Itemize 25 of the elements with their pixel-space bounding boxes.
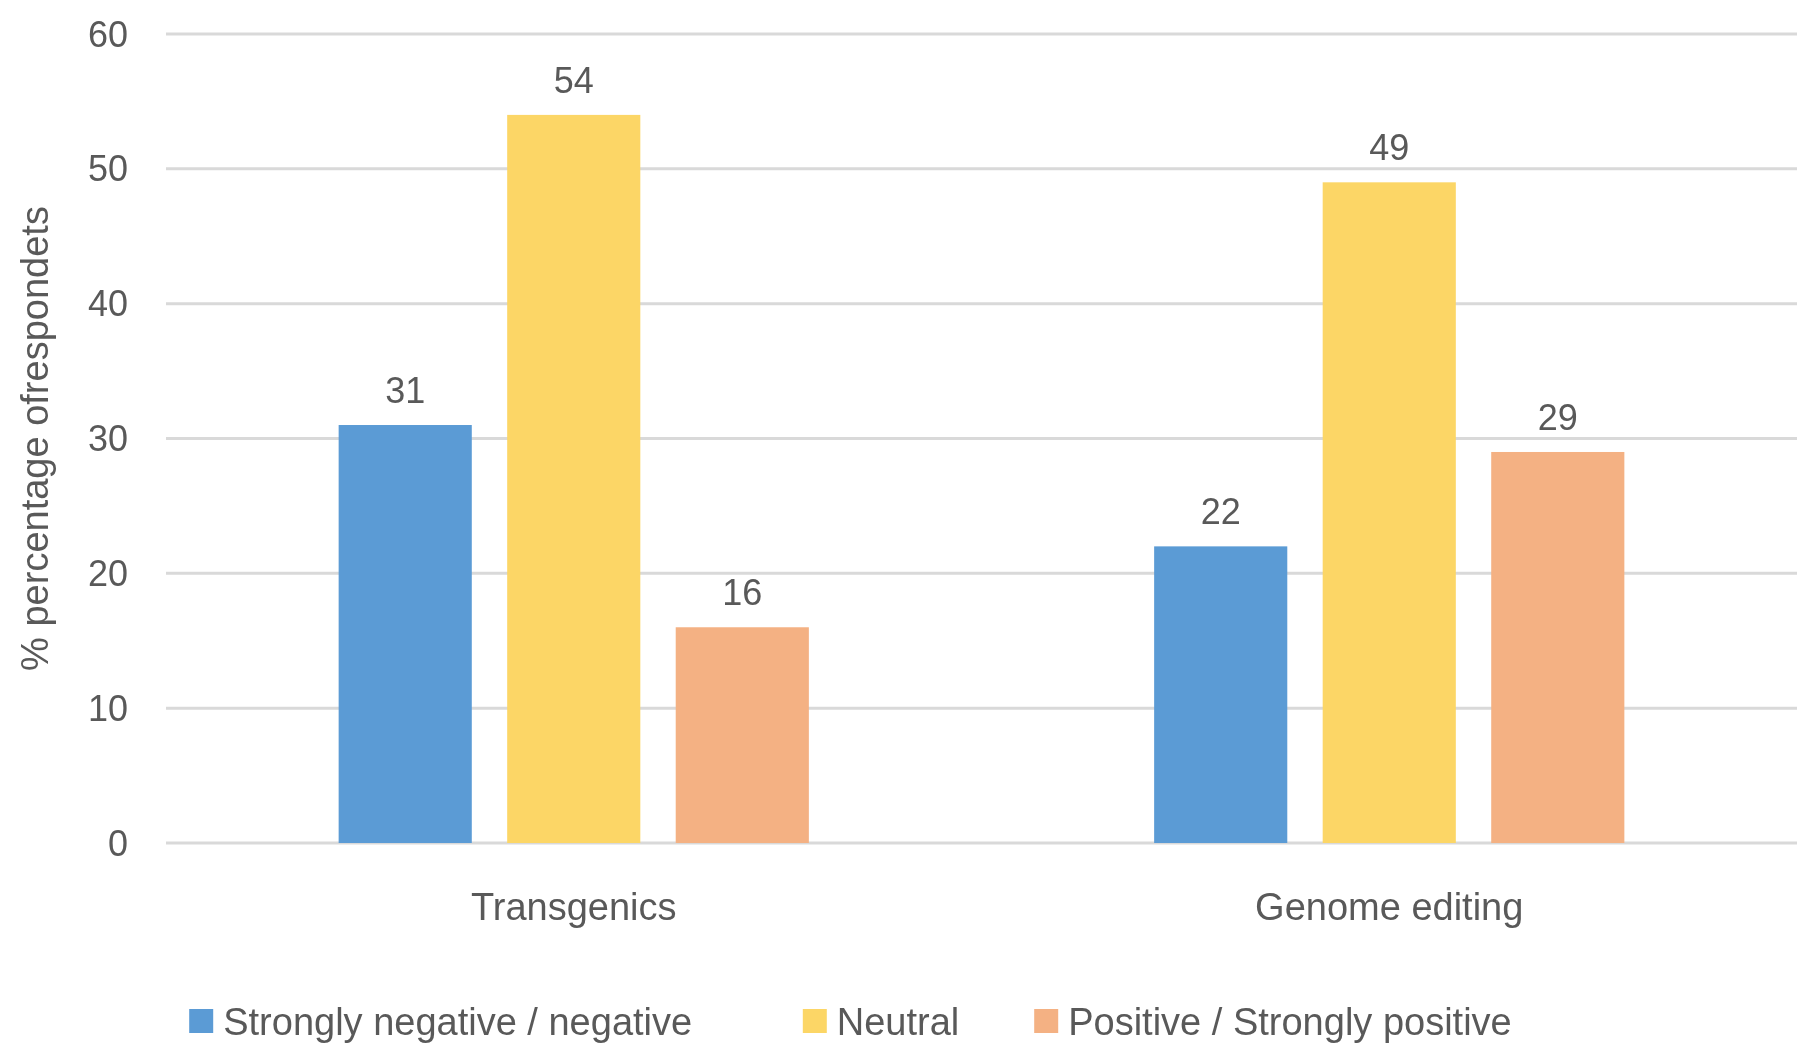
bar: [507, 114, 641, 843]
y-tick-label: 20: [87, 552, 128, 594]
y-tick-label: 30: [87, 418, 128, 460]
legend-label: Positive / Strongly positive: [1068, 1001, 1512, 1044]
bar: [1491, 451, 1625, 843]
data-label: 31: [385, 370, 426, 412]
bar: [338, 425, 472, 843]
data-label: 54: [553, 59, 594, 101]
bar: [1154, 546, 1288, 843]
data-label: 29: [1537, 396, 1578, 438]
x-tick-label: Genome editing: [1255, 886, 1524, 928]
legend-label: Strongly negative / negative: [223, 1001, 693, 1044]
y-tick-label: 0: [107, 822, 128, 864]
data-label: 49: [1369, 127, 1410, 169]
data-label: 22: [1200, 491, 1241, 533]
y-tick-label: 50: [87, 148, 128, 190]
x-tick-label: Transgenics: [470, 886, 677, 928]
y-tick-label: 40: [87, 283, 128, 325]
bar: [675, 627, 809, 843]
y-tick-label: 10: [87, 687, 128, 729]
legend-label: Neutral: [836, 1001, 960, 1044]
data-label: 16: [722, 572, 763, 614]
y-axis-title: % percentage ofrespondets: [14, 206, 56, 671]
bar: [1322, 182, 1456, 843]
y-tick-label: 60: [87, 13, 128, 55]
